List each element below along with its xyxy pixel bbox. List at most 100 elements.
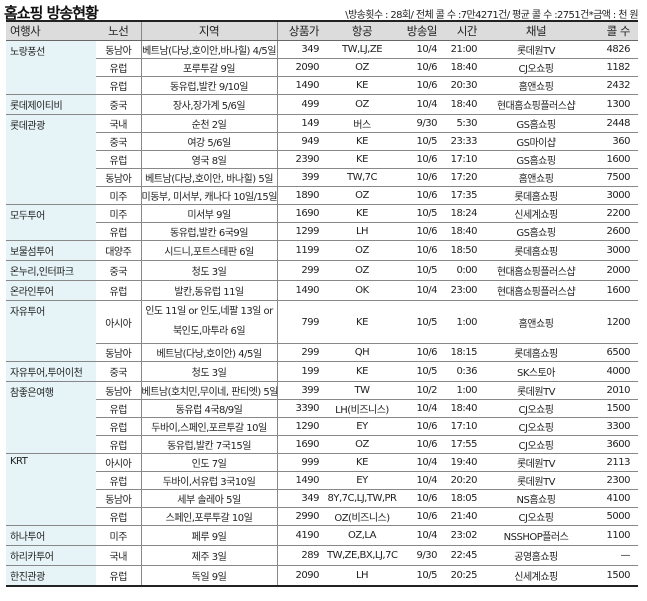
- airline-cell: EY: [327, 471, 397, 490]
- price-cell: 289: [277, 545, 327, 566]
- route-cell: 미주: [96, 186, 142, 205]
- time-cell: 18:15: [441, 343, 487, 362]
- airline-cell: KE: [327, 132, 397, 151]
- date-cell: 10/4: [397, 453, 441, 472]
- price-cell: 149: [277, 114, 327, 133]
- route-cell: 중국: [96, 94, 142, 115]
- agency-cell: 하리카투어: [6, 545, 96, 566]
- col-header-region: 지역: [141, 20, 278, 41]
- table-body: 노랑풍선 동남아 베트남(다낭,호이안,바나힐) 4/5일 349 TW,LJ,ZE 10…: [6, 40, 638, 587]
- table-row: 유럽 영국 8일 2390 KE 10/6 17:10 GS홈쇼핑 1600: [6, 150, 638, 169]
- time-cell: 18:24: [441, 204, 487, 223]
- time-cell: 18:40: [441, 222, 487, 241]
- table-row: 노랑풍선 동남아 베트남(다낭,호이안,바나힐) 4/5일 349 TW,LJ,ZE 10…: [6, 40, 638, 95]
- region-cell: 포루투갈 9일: [141, 58, 278, 77]
- table-row: 하리카투어 국내 제주 3일 289 TW,ZE,BX,LJ,7C 9/30 22:45 공영…: [6, 545, 638, 566]
- table-row: 유럽 두바이,스페인,포르투갈 10일 1290 EY 10/6 17:10 CJ오쇼핑 33…: [6, 417, 638, 436]
- table-row: 모두투어 미주 미서부 9일 1690 KE 10/5 18:24 신세계쇼핑 2200: [6, 204, 638, 241]
- time-cell: 21:00: [441, 40, 487, 59]
- calls-cell: 4100: [585, 489, 638, 508]
- agency-cell: 하나투어: [6, 525, 96, 546]
- channel-cell: 공영홈쇼핑: [487, 545, 585, 566]
- airline-cell: LH: [327, 565, 397, 587]
- time-cell: 23:33: [441, 132, 487, 151]
- date-cell: 9/30: [397, 114, 441, 133]
- table-row: 하나투어 미주 페루 9일 4190 OZ,LA 10/4 23:02 NSSHOP플러스 11…: [6, 525, 638, 546]
- price-cell: 1690: [277, 204, 327, 223]
- date-cell: 10/6: [397, 58, 441, 77]
- route-cell: 유럽: [96, 280, 142, 301]
- price-cell: 299: [277, 343, 327, 362]
- airline-cell: OZ: [327, 435, 397, 454]
- price-cell: 399: [277, 381, 327, 400]
- calls-cell: 2010: [585, 381, 638, 400]
- airline-cell: KE: [327, 204, 397, 223]
- route-cell: 아시아: [96, 300, 142, 344]
- region-cell: 베트남(다낭,호이안,바나힐) 4/5일: [141, 40, 278, 59]
- date-cell: 10/6: [397, 168, 441, 187]
- agency-cell: 모두투어: [6, 204, 96, 241]
- date-cell: 10/6: [397, 435, 441, 454]
- table-row: 롯데제이티비 중국 장사,장가계 5/6일 499 OZ 10/4 18:40 현대홈쇼핑플러…: [6, 94, 638, 115]
- region-cell: 두바이,스페인,포르투갈 10일: [141, 417, 278, 436]
- route-cell: 동남아: [96, 343, 142, 362]
- calls-cell: 3000: [585, 240, 638, 261]
- date-cell: 10/6: [397, 343, 441, 362]
- date-cell: 10/5: [397, 565, 441, 587]
- date-cell: 10/4: [397, 40, 441, 59]
- region-cell: 베트남(다낭,호이안, 바나힐) 5일: [141, 168, 278, 187]
- calls-cell: 3600: [585, 435, 638, 454]
- date-cell: 10/4: [397, 399, 441, 418]
- broadcast-table: 여행사 노선 지역 상품가 항공 방송일 시간 채널 콜 수 노랑풍선 동남아 베트…: [6, 20, 638, 587]
- col-header-airline: 항공: [327, 20, 397, 41]
- channel-cell: 롯데홈쇼핑: [487, 240, 585, 261]
- price-cell: 349: [277, 40, 327, 59]
- route-cell: 미주: [96, 525, 142, 546]
- route-cell: 아시아: [96, 453, 142, 472]
- price-cell: 1490: [277, 471, 327, 490]
- route-cell: 국내: [96, 114, 142, 133]
- table-header-row: 여행사 노선 지역 상품가 항공 방송일 시간 채널 콜 수: [6, 20, 638, 41]
- price-cell: 199: [277, 361, 327, 382]
- price-cell: 399: [277, 168, 327, 187]
- time-cell: 23:02: [441, 525, 487, 546]
- date-cell: 10/5: [397, 260, 441, 281]
- date-cell: 10/2: [397, 381, 441, 400]
- airline-cell: KE: [327, 453, 397, 472]
- channel-cell: 롯데원TV: [487, 381, 585, 400]
- route-cell: 대양주: [96, 240, 142, 261]
- region-cell: 장사,장가계 5/6일: [141, 94, 278, 115]
- region-cell: 청도 3일: [141, 361, 278, 382]
- channel-cell: 롯데홈쇼핑: [487, 343, 585, 362]
- region-cell: 동유럽,발칸 7국15일: [141, 435, 278, 454]
- region-cell: 순천 2일: [141, 114, 278, 133]
- price-cell: 3390: [277, 399, 327, 418]
- airline-cell: 8Y,7C,LJ,TW,PR: [327, 489, 397, 508]
- route-cell: 국내: [96, 545, 142, 566]
- col-header-date: 방송일: [397, 20, 441, 41]
- channel-cell: 현대홈쇼핑플러스샵: [487, 260, 585, 281]
- date-cell: 10/6: [397, 222, 441, 241]
- agency-cell: 보물섬투어: [6, 240, 96, 261]
- channel-cell: CJ오쇼핑: [487, 417, 585, 436]
- page-title: 홈쇼핑 방송현황: [4, 4, 99, 22]
- channel-cell: 신세계쇼핑: [487, 565, 585, 587]
- route-cell: 유럽: [96, 399, 142, 418]
- table-row: KRT 아시아 인도 7일 999 KE 10/4 19:40 롯데원TV 2113: [6, 453, 638, 526]
- agency-cell: 온라인투어: [6, 280, 96, 301]
- price-cell: 2090: [277, 58, 327, 77]
- table-row: 온누리,인터파크 중국 청도 3일 299 OZ 10/5 0:00 현대홈쇼핑플러스샵 200…: [6, 260, 638, 281]
- channel-cell: NSSHOP플러스: [487, 525, 585, 546]
- region-cell: 시드니,포트스테판 6일: [141, 240, 278, 261]
- region-cell: 인도 7일: [141, 453, 278, 472]
- calls-cell: 5000: [585, 507, 638, 526]
- time-cell: 17:20: [441, 168, 487, 187]
- price-cell: 799: [277, 300, 327, 344]
- calls-cell: 7500: [585, 168, 638, 187]
- col-header-time: 시간: [441, 20, 487, 41]
- region-cell: 동유럽,발칸 9/10일: [141, 76, 278, 95]
- date-cell: 10/6: [397, 186, 441, 205]
- channel-cell: 홈앤쇼핑: [487, 300, 585, 344]
- channel-cell: NS홈쇼핑: [487, 489, 585, 508]
- table-row: 동남아 세부 솔레아 5일 349 8Y,7C,LJ,TW,PR 10/6 18:05 NS…: [6, 489, 638, 508]
